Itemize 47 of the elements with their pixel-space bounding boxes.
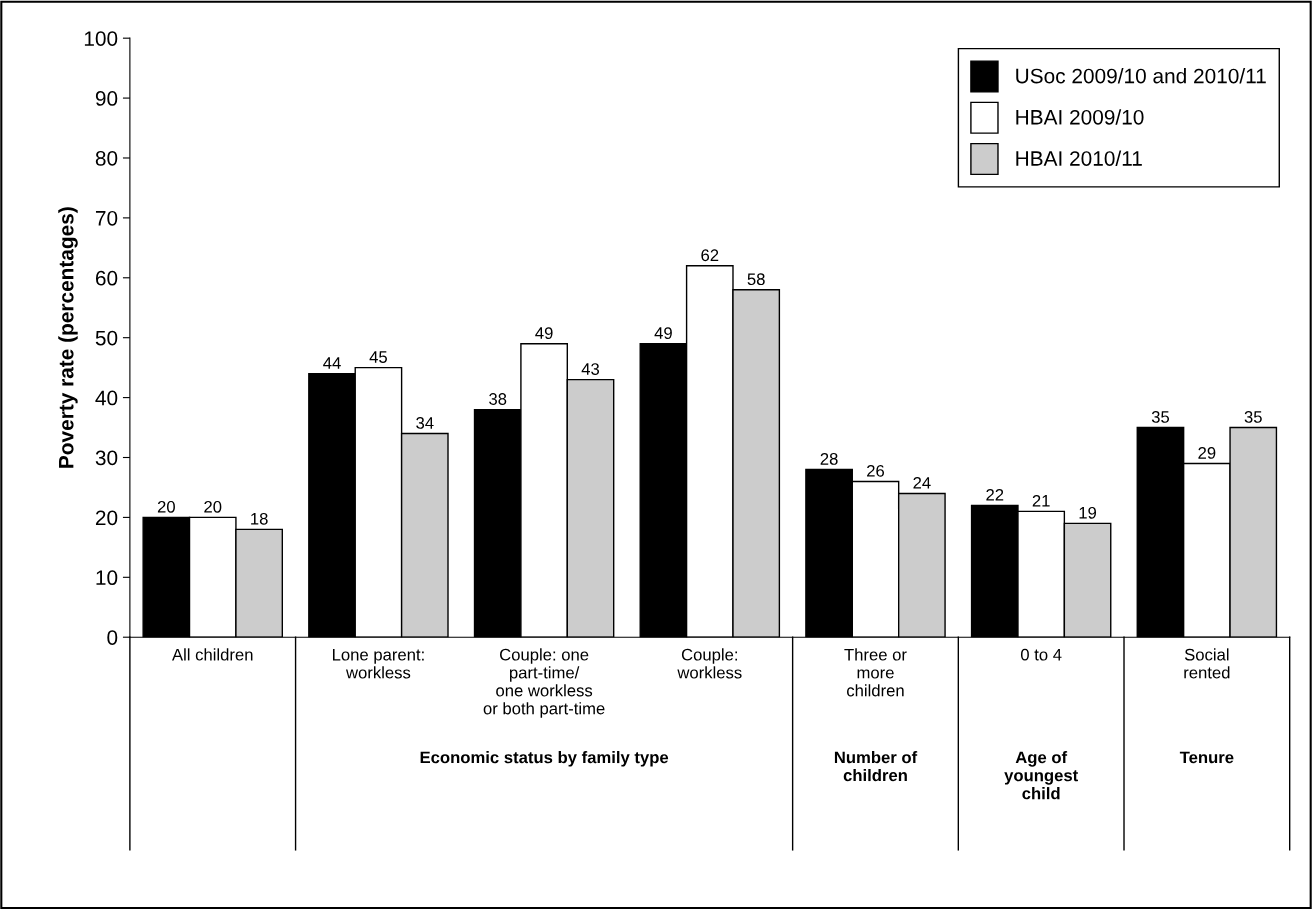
data-label: 45 [369,351,387,363]
y-tick-label: 100 [84,31,118,46]
data-label: 38 [489,393,507,405]
y-tick-label: 70 [95,210,118,226]
data-label: 35 [1151,411,1170,423]
y-tick-label: 20 [95,510,118,526]
x-tick-label: Three or more children [844,648,907,697]
data-label: 35 [1244,411,1262,423]
y-tick-label: 90 [95,91,118,106]
data-label: 21 [1032,494,1050,507]
data-label: 43 [581,363,600,375]
data-label: 29 [1198,447,1216,459]
x-tick-label: 0 to 4 [1020,648,1062,661]
data-label: 26 [867,464,885,477]
y-tick-label: 0 [107,630,118,645]
x-tick-label: Couple: workless [677,648,742,679]
data-label: 28 [820,453,838,465]
data-label: 22 [986,488,1004,501]
text: Number of children [834,751,918,782]
data-label: 20 [157,500,175,513]
data-label: 34 [416,417,434,429]
legend-label: USoc 2009/10 and 2010/11 [1016,68,1266,84]
y-tick-label: 40 [95,390,118,406]
y-tick-label: 80 [95,150,118,166]
data-label: 58 [747,273,765,286]
data-label: 49 [654,327,672,339]
data-label: 19 [1079,506,1097,519]
text: Tenure [1179,751,1234,764]
y-tick-label: 10 [96,570,118,586]
y-tick-label: 30 [95,450,118,466]
data-label: 49 [535,327,553,339]
y-tick-label: 50 [95,330,118,346]
legend-label: HBAI 2010/11 [1016,150,1142,166]
text: Age of youngest child [1004,751,1079,800]
y-axis-title: Poverty rate (percentages) [58,207,78,468]
y-tick-label: 60 [95,270,118,286]
data-label: 18 [251,512,268,525]
x-tick-label: Social rented [1184,648,1230,679]
x-tick-label: Lone parent: workless [332,648,424,679]
text: Economic status by family type [420,751,669,767]
data-label: 24 [913,476,931,489]
legend-label: HBAI 2009/10 [1016,109,1144,125]
x-tick-label: Couple: one part-time/ one workless or both part-time [483,648,605,718]
data-label: 62 [701,249,719,262]
data-label: 44 [323,357,341,369]
x-tick-label: All children [172,648,253,661]
data-label: 20 [204,500,222,513]
